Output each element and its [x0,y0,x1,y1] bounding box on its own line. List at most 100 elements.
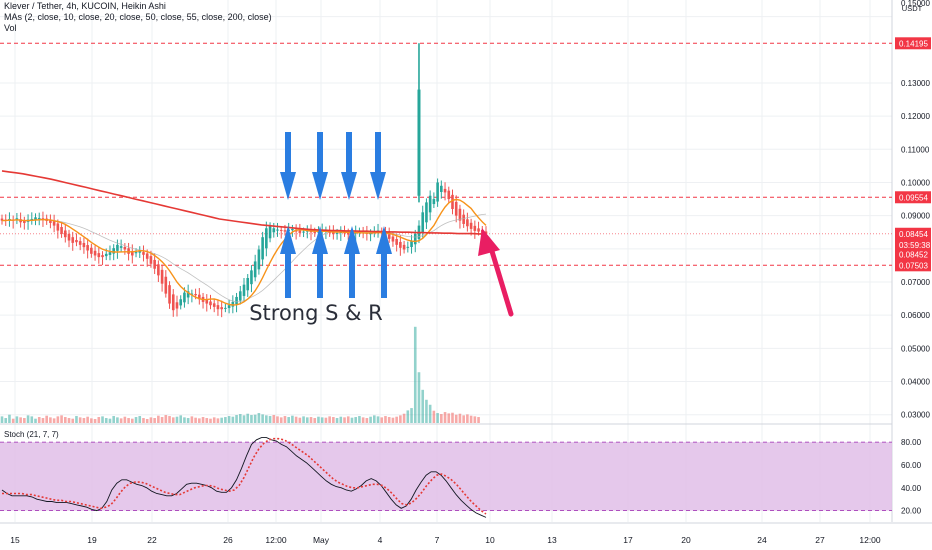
volume-bar-4 [15,416,19,423]
candle-body-83 [309,231,313,233]
volume-bar-73 [272,415,276,423]
volume-bar-59 [220,417,223,423]
volume-bar-31 [116,417,119,423]
volume-bar-57 [212,417,216,423]
symbol-title[interactable]: Klever / Tether, 4h, KUCOIN, Heikin Ashi [4,1,166,11]
up-arrow-shaft-3 [381,250,387,298]
volume-bar-113 [421,389,425,423]
stoch-k-line [1,437,487,518]
candle-body-14 [52,221,56,226]
volume-bar-11 [41,418,45,423]
volume-bar-43 [160,417,164,423]
volume-bar-111 [413,326,417,423]
volume-bar-90 [335,418,339,423]
stoch-tick-1: 60.00 [901,461,922,470]
candle-body-120 [447,190,451,200]
volume-bar-78 [291,415,294,423]
volume-bar-94 [350,417,354,423]
volume-bar-101 [376,416,380,423]
time-axis[interactable]: 15 19 22 26 12:00 May 4 7 10 13 17 20 24 27 12:00 [10,535,881,545]
stoch-band [0,442,892,511]
volume-bar-13 [49,417,52,423]
volume-legend[interactable]: Vol [4,23,17,33]
candle-body-65 [242,284,246,296]
price-label-box-4 [895,248,931,261]
up-arrow-shaft-0 [285,250,291,298]
stoch-d-line [2,437,487,515]
price-tick-1: 0.13000 [901,79,930,88]
time-tick-10: 17 [623,535,633,545]
moving-averages [1,170,487,306]
volume-bar-7 [26,415,30,423]
candle-body-113 [421,212,425,233]
candle-body-32 [119,246,123,248]
candle-body-16 [60,227,63,234]
volume-bar-35 [131,418,134,423]
candle-body-130 [484,231,488,234]
up-arrow-shaft-1 [317,250,323,298]
candle-body-127 [473,225,477,231]
volume-bar-81 [302,416,305,423]
volume-bar-60 [224,417,227,423]
volume-bar-46 [171,417,175,423]
volume-bar-110 [410,408,413,423]
candle-body-47 [175,302,179,309]
price-label-4: 0.08452 [899,250,928,259]
volume-bar-39 [145,419,149,423]
volume-bar-82 [305,417,309,423]
candle-body-117 [436,182,439,202]
down-arrow-head-2 [341,172,357,200]
volume-bar-75 [279,417,283,423]
volume-bar-68 [253,414,257,423]
candle-body-19 [71,237,75,243]
volume-bar-54 [201,417,205,423]
ma-legend[interactable]: MAs (2, close, 10, close, 20, close, 50,… [4,12,272,22]
volume-bar-76 [283,416,287,423]
volume-bar-88 [328,416,331,423]
volume-bar-33 [123,416,127,423]
candle-body-125 [466,219,469,227]
candlesticks [0,43,488,318]
time-tick-14: 12:00 [859,535,881,545]
candle-body-78 [291,228,294,231]
ma-200-line [1,170,486,235]
time-tick-12: 24 [757,535,767,545]
price-label-box-3 [895,238,931,251]
time-tick-4: 12:00 [265,535,287,545]
candle-body-27 [101,255,104,258]
volume-bar-23 [86,416,89,423]
time-tick-0: 15 [10,535,20,545]
volume-bar-66 [246,413,250,423]
volume-bar-12 [45,415,48,423]
pointer-arrow-shaft [488,245,514,317]
volume-bar-120 [447,413,451,423]
price-label-1: 0.09554 [899,193,928,202]
volume-bar-126 [469,415,473,423]
price-tick-2: 0.12000 [901,112,930,121]
volume-bar-98 [365,418,369,423]
price-tick-8: 0.06000 [901,311,930,320]
time-tick-5: May [313,535,330,545]
candle-body-6 [23,220,26,223]
horizontal-levels [0,42,892,266]
candle-body-107 [399,241,402,248]
volume-bar-114 [425,399,428,423]
price-tick-4: 0.10000 [901,178,930,187]
candle-body-119 [443,188,447,193]
candle-body-105 [391,236,395,242]
volume-bar-26 [97,417,101,423]
volume-bar-9 [34,418,37,423]
volume-bar-64 [238,414,242,423]
volume-bar-30 [112,416,115,423]
volume-bar-116 [432,410,436,423]
volume-bar-0 [0,416,4,423]
time-tick-8: 10 [485,535,495,545]
volume-bar-112 [417,372,421,423]
sr-label: Strong S & R [249,301,383,325]
candle-body-60 [224,307,227,309]
candle-body-74 [276,229,279,231]
candle-body-110 [410,241,413,248]
candle-body-61 [227,305,231,309]
